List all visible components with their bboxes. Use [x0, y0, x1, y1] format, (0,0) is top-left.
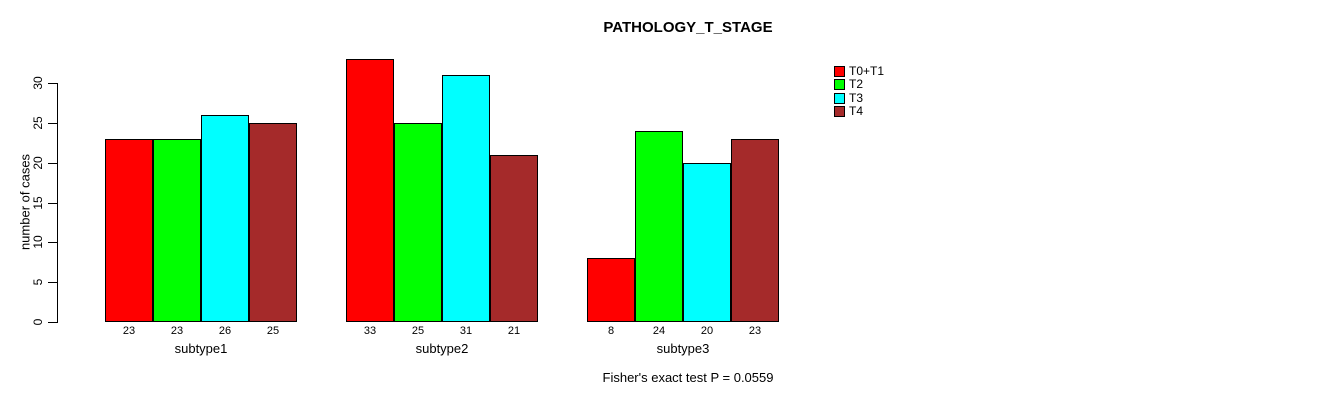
bar: [731, 139, 779, 322]
bar: [490, 155, 538, 322]
y-tick-label: 15: [31, 196, 45, 210]
bar: [394, 123, 442, 322]
bar-value-label: 25: [411, 325, 425, 337]
legend-item: T4: [834, 104, 914, 119]
chart-title: PATHOLOGY_T_STAGE: [603, 19, 773, 36]
legend-swatch: [834, 79, 845, 91]
bar: [635, 131, 683, 322]
y-tick-label: 20: [31, 156, 45, 170]
legend-swatch: [834, 106, 845, 118]
y-tick: [48, 123, 57, 124]
bar: [683, 163, 731, 322]
bar: [153, 139, 201, 322]
y-tick-label: 5: [31, 278, 45, 286]
category-label: subtype2: [415, 341, 469, 356]
y-tick: [48, 322, 57, 323]
legend-item-label: T0+T1: [849, 64, 885, 78]
y-tick: [48, 203, 57, 204]
y-tick-label: 25: [31, 116, 45, 130]
bar: [201, 115, 249, 322]
legend-item-label: T4: [849, 104, 864, 119]
bar-value-label: 33: [363, 325, 377, 337]
bar-value-label: 26: [218, 325, 232, 337]
category-label: subtype3: [656, 341, 710, 356]
bar: [105, 139, 153, 322]
y-tick: [48, 83, 57, 84]
y-axis-line: [57, 83, 58, 323]
y-tick: [48, 242, 57, 243]
bar-value-label: 25: [266, 325, 280, 337]
y-tick-label: 10: [31, 235, 45, 249]
bar: [346, 59, 394, 322]
stat-test-note: Fisher's exact test P = 0.0559: [602, 370, 774, 385]
legend-item: T0+T1: [834, 64, 914, 78]
bar-value-label: 23: [122, 325, 136, 337]
bar-value-label: 20: [700, 325, 714, 337]
legend-item: T3: [834, 90, 914, 105]
y-tick-label: 0: [31, 318, 45, 326]
bar-value-label: 31: [459, 325, 473, 337]
bar-value-label: 24: [652, 325, 666, 337]
bar: [587, 258, 635, 322]
bar-value-label: 23: [170, 325, 184, 337]
y-tick: [48, 282, 57, 283]
legend-swatch: [834, 66, 845, 77]
y-tick: [48, 163, 57, 164]
bar-value-label: 23: [748, 325, 762, 337]
legend-item-label: T3: [849, 90, 864, 105]
bar-value-label: 8: [607, 325, 615, 337]
y-tick-label: 30: [31, 76, 45, 90]
legend-item: T2: [834, 77, 914, 92]
legend-swatch: [834, 92, 845, 104]
bar: [442, 75, 490, 322]
category-label: subtype1: [174, 341, 228, 356]
legend-item-label: T2: [849, 77, 864, 92]
bar-value-label: 21: [507, 325, 521, 337]
bar: [249, 123, 297, 322]
